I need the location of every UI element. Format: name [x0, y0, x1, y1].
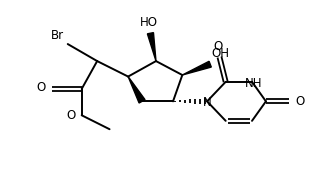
Text: NH: NH	[245, 77, 262, 90]
Text: O: O	[295, 95, 305, 108]
Text: Br: Br	[51, 29, 64, 42]
Polygon shape	[128, 77, 145, 103]
Text: O: O	[213, 40, 222, 53]
Polygon shape	[147, 33, 156, 61]
Polygon shape	[182, 61, 211, 75]
Text: O: O	[36, 81, 46, 94]
Text: HO: HO	[140, 16, 158, 30]
Text: O: O	[67, 109, 76, 122]
Text: OH: OH	[212, 47, 230, 60]
Text: N: N	[203, 96, 212, 109]
